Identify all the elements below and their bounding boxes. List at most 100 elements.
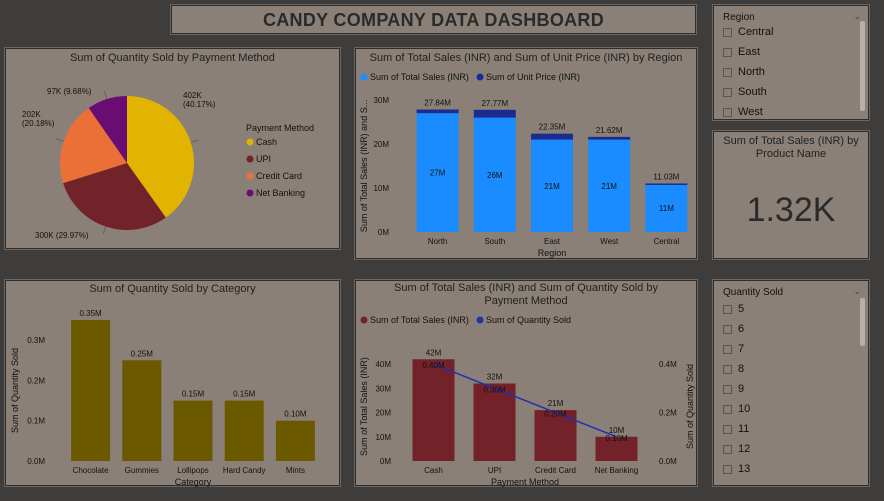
category-bar[interactable] [275,420,315,461]
checkbox[interactable] [723,384,732,394]
checkbox[interactable] [723,304,732,314]
x-tick-label: Central [654,237,680,246]
pie-leader-line [190,139,199,143]
category-bar-chart[interactable]: Sum of Quantity Sold 0.0M 0.1M 0.2M 0.3M 0.35… [5,280,342,488]
category-bar[interactable] [122,360,162,461]
region-option-central[interactable]: Central [723,26,773,38]
pie-chart[interactable]: 402K(40.17%) 300K (29.97%) 202K(20.18%) 97K… [5,48,342,251]
x-axis-label: Category [175,477,212,487]
payment-bar[interactable] [595,436,638,461]
bar-data-label: 0.15M [182,390,205,399]
x-tick-label: Net Banking [595,466,639,475]
checkbox[interactable] [723,444,732,454]
quantity-option-6[interactable]: 6 [723,323,744,335]
region-slicer-scrollbar[interactable] [860,21,865,111]
pie-leader-line [104,91,108,100]
y-tick-label: 30M [375,384,391,393]
bar-total-sales[interactable] [473,117,516,232]
checkbox[interactable] [723,324,732,334]
region-option-south[interactable]: South [723,86,767,98]
x-tick-label: Hard Candy [223,466,266,475]
quantity-option-13[interactable]: 13 [723,463,750,475]
y-tick-label: 10M [373,184,389,193]
region-chart-panel[interactable]: Sum of Total Sales (INR) and Sum of Unit… [354,47,698,260]
pie-slice-upi[interactable] [63,163,166,230]
x-tick-label: North [428,237,448,246]
y-tick-label: 0.0M [27,457,45,466]
bar-total-sales[interactable] [416,113,459,232]
total-sales-card[interactable]: Sum of Total Sales (INR) by Product Name… [712,130,870,260]
quantity-option-10[interactable]: 10 [723,403,750,415]
pie-slice-credit-card[interactable] [60,108,127,184]
bar-unit-price[interactable] [588,136,631,140]
payment-bar[interactable] [412,359,455,461]
quantity-option-9[interactable]: 9 [723,383,744,395]
category-bar[interactable] [71,320,111,461]
pie-data-label-pct: (20.18%) [22,119,55,128]
payment-bar[interactable] [473,383,516,461]
payment-combo-chart[interactable]: Sum of Total Sales (INR) Sum of Quantity … [355,280,699,488]
checkbox[interactable] [723,47,732,57]
quantity-option-8[interactable]: 8 [723,363,744,375]
bar-data-label: 21M [601,182,617,191]
bar-unit-price[interactable] [531,133,573,140]
x-tick-label: Chocolate [73,466,110,475]
pie-legend-marker [246,155,254,163]
pie-slice-net-banking[interactable] [88,96,127,163]
region-option-west[interactable]: West [723,106,763,118]
bar-total-sales[interactable] [531,139,573,232]
quantity-slicer[interactable]: Quantity Sold ⌄ 5 6 7 8 9 10 11 12 13 [712,279,870,487]
bar-unit-price[interactable] [645,183,688,185]
pie-data-label: 97K (9.68%) [47,87,92,96]
region-slicer-header: Region [723,12,755,23]
line-data-label: 0.40M [422,361,445,370]
quantity-option-label: 10 [738,403,751,415]
checkbox[interactable] [723,404,732,414]
bar-unit-price[interactable] [473,109,516,118]
quantity-option-12[interactable]: 12 [723,443,750,455]
bar-data-label: 27M [430,169,446,178]
legend-marker-total-sales [360,73,368,81]
region-option-north[interactable]: North [723,66,765,78]
category-chart-panel[interactable]: Sum of Quantity Sold by Category Sum of … [4,279,341,487]
x-tick-label: Lollipops [177,466,209,475]
bar-data-label: 21M [544,182,560,191]
bar-total-sales[interactable] [645,183,688,232]
quantity-option-7[interactable]: 7 [723,343,744,355]
chevron-down-icon[interactable]: ⌄ [853,286,861,296]
checkbox[interactable] [723,344,732,354]
quantity-slicer-scrollbar[interactable] [860,298,865,346]
checkbox[interactable] [723,424,732,434]
quantity-option-label: 8 [738,363,745,375]
y-tick-label: 30M [373,96,389,105]
chevron-down-icon[interactable]: ⌄ [853,11,861,21]
category-bar[interactable] [173,400,213,461]
category-bar[interactable] [224,400,264,461]
bar-total-sales[interactable] [588,139,631,232]
region-bar-chart[interactable]: Sum of Total Sales (INR) Sum of Unit Pric… [355,48,699,261]
region-slicer[interactable]: Region ⌄ Central East North South West [712,4,870,121]
y-tick-label: 0.2M [27,376,45,385]
pie-chart-panel[interactable]: Sum of Quantity Sold by Payment Method 4… [4,47,341,250]
card-title: Sum of Total Sales (INR) by Product Name [723,135,859,160]
payment-chart-panel[interactable]: Sum of Total Sales (INR) and Sum of Quan… [354,279,698,487]
pie-slice-cash[interactable] [127,96,194,218]
quantity-option-11[interactable]: 11 [723,423,749,435]
region-option-east[interactable]: East [723,46,760,58]
y-tick-label: 10M [375,433,391,442]
checkbox[interactable] [723,464,732,474]
pie-legend-marker [246,172,254,180]
payment-chart-title: Sum of Total Sales (INR) and Sum of Quan… [394,282,658,307]
quantity-option-label: 9 [738,383,745,395]
checkbox[interactable] [723,107,732,117]
pie-leader-line [55,138,64,142]
bar-unit-price[interactable] [416,109,459,114]
checkbox[interactable] [723,67,732,77]
title-panel: CANDY COMPANY DATA DASHBOARD [170,4,697,35]
checkbox[interactable] [723,87,732,97]
x-tick-label: Gummies [125,466,159,475]
quantity-option-5[interactable]: 5 [723,303,744,315]
checkbox[interactable] [723,364,732,374]
checkbox[interactable] [723,27,732,37]
x-tick-label: UPI [488,466,501,475]
